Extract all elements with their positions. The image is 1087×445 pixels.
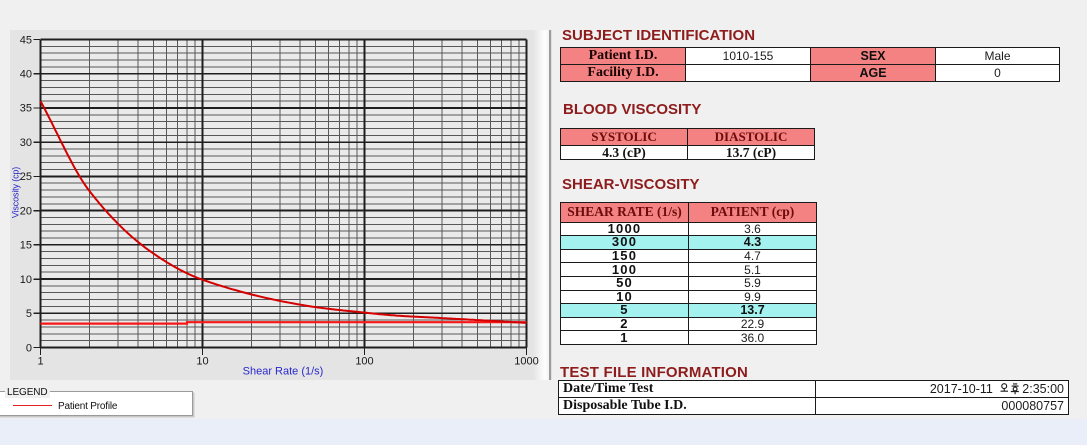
svg-text:20: 20 xyxy=(20,205,32,217)
svg-text:15: 15 xyxy=(20,240,32,252)
svg-text:40: 40 xyxy=(20,69,32,81)
svg-text:5: 5 xyxy=(26,308,32,320)
svg-text:25: 25 xyxy=(20,171,32,183)
svg-text:0: 0 xyxy=(26,342,32,354)
svg-text:30: 30 xyxy=(20,137,32,149)
svg-text:10: 10 xyxy=(20,274,32,286)
svg-text:1: 1 xyxy=(37,356,43,368)
svg-text:1000: 1000 xyxy=(514,356,538,368)
svg-text:Shear Rate (1/s): Shear Rate (1/s) xyxy=(243,366,324,378)
svg-text:Viscosity (cp): Viscosity (cp) xyxy=(11,167,21,218)
svg-text:100: 100 xyxy=(355,356,373,368)
svg-text:35: 35 xyxy=(20,103,32,115)
svg-text:45: 45 xyxy=(20,34,32,46)
svg-text:10: 10 xyxy=(196,356,208,368)
